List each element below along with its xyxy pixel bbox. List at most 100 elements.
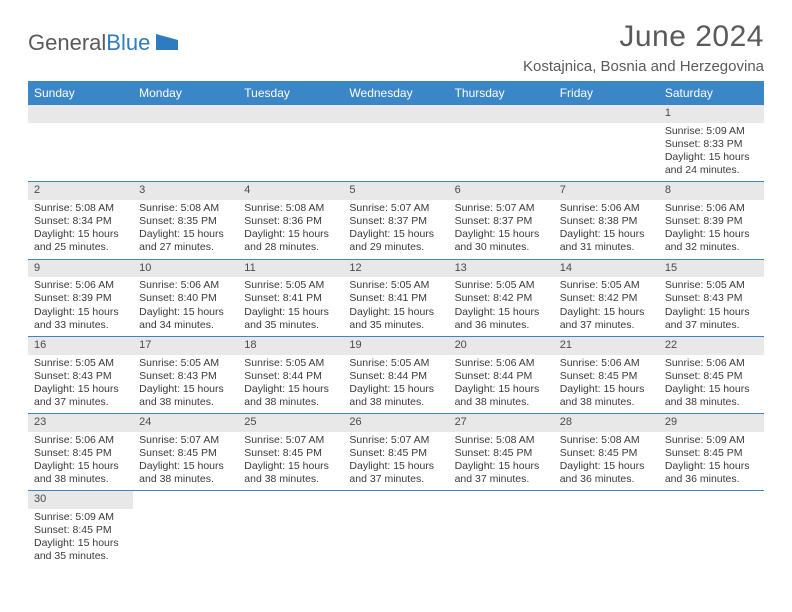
weekday-header: Sunday	[28, 81, 133, 105]
daylight-text: and 36 minutes.	[665, 473, 758, 486]
day-number: 27	[449, 414, 554, 432]
day-number: 28	[554, 414, 659, 432]
daylight-text: and 37 minutes.	[349, 473, 442, 486]
sunrise-text: Sunrise: 5:07 AM	[244, 434, 337, 447]
weekday-header: Thursday	[449, 81, 554, 105]
daylight-text: and 36 minutes.	[560, 473, 653, 486]
day-body: Sunrise: 5:06 AMSunset: 8:39 PMDaylight:…	[28, 277, 133, 336]
day-body: Sunrise: 5:05 AMSunset: 8:42 PMDaylight:…	[449, 277, 554, 336]
daylight-text: Daylight: 15 hours	[560, 460, 653, 473]
daylight-text: Daylight: 15 hours	[139, 306, 232, 319]
sunrise-text: Sunrise: 5:07 AM	[349, 202, 442, 215]
daylight-text: and 38 minutes.	[244, 396, 337, 409]
sunrise-text: Sunrise: 5:09 AM	[665, 434, 758, 447]
calendar-cell	[554, 105, 659, 182]
daylight-text: Daylight: 15 hours	[34, 306, 127, 319]
calendar-cell: 12Sunrise: 5:05 AMSunset: 8:41 PMDayligh…	[343, 259, 448, 336]
calendar-cell	[659, 491, 764, 568]
daylight-text: Daylight: 15 hours	[349, 228, 442, 241]
daylight-text: Daylight: 15 hours	[349, 460, 442, 473]
day-number: 15	[659, 260, 764, 278]
day-number: 24	[133, 414, 238, 432]
sunset-text: Sunset: 8:37 PM	[455, 215, 548, 228]
daylight-text: and 38 minutes.	[560, 396, 653, 409]
day-body: Sunrise: 5:08 AMSunset: 8:35 PMDaylight:…	[133, 200, 238, 259]
day-number: 23	[28, 414, 133, 432]
day-number: 4	[238, 182, 343, 200]
daylight-text: Daylight: 15 hours	[34, 228, 127, 241]
day-body: Sunrise: 5:07 AMSunset: 8:45 PMDaylight:…	[238, 432, 343, 491]
empty-day	[343, 105, 448, 123]
day-body: Sunrise: 5:09 AMSunset: 8:45 PMDaylight:…	[659, 432, 764, 491]
sunrise-text: Sunrise: 5:07 AM	[455, 202, 548, 215]
calendar-cell: 13Sunrise: 5:05 AMSunset: 8:42 PMDayligh…	[449, 259, 554, 336]
day-number: 17	[133, 337, 238, 355]
brand-part2: Blue	[106, 30, 150, 56]
day-number: 2	[28, 182, 133, 200]
sunrise-text: Sunrise: 5:09 AM	[34, 511, 127, 524]
sunrise-text: Sunrise: 5:05 AM	[139, 357, 232, 370]
calendar-cell	[449, 105, 554, 182]
sunrise-text: Sunrise: 5:08 AM	[244, 202, 337, 215]
calendar-cell: 10Sunrise: 5:06 AMSunset: 8:40 PMDayligh…	[133, 259, 238, 336]
calendar-cell: 4Sunrise: 5:08 AMSunset: 8:36 PMDaylight…	[238, 182, 343, 259]
sunrise-text: Sunrise: 5:07 AM	[139, 434, 232, 447]
daylight-text: Daylight: 15 hours	[665, 228, 758, 241]
daylight-text: and 33 minutes.	[34, 319, 127, 332]
day-body: Sunrise: 5:09 AMSunset: 8:45 PMDaylight:…	[28, 509, 133, 568]
weekday-header: Wednesday	[343, 81, 448, 105]
calendar-cell	[343, 105, 448, 182]
day-number: 16	[28, 337, 133, 355]
page-header: General Blue June 2024 Kostajnica, Bosni…	[28, 20, 764, 75]
daylight-text: Daylight: 15 hours	[244, 306, 337, 319]
daylight-text: and 31 minutes.	[560, 241, 653, 254]
sunset-text: Sunset: 8:45 PM	[34, 524, 127, 537]
calendar-cell	[133, 105, 238, 182]
daylight-text: and 35 minutes.	[244, 319, 337, 332]
weekday-header-row: Sunday Monday Tuesday Wednesday Thursday…	[28, 81, 764, 105]
sunset-text: Sunset: 8:44 PM	[455, 370, 548, 383]
empty-day	[554, 105, 659, 123]
sunset-text: Sunset: 8:44 PM	[349, 370, 442, 383]
sunset-text: Sunset: 8:43 PM	[34, 370, 127, 383]
day-body: Sunrise: 5:06 AMSunset: 8:38 PMDaylight:…	[554, 200, 659, 259]
day-number: 7	[554, 182, 659, 200]
sunset-text: Sunset: 8:40 PM	[139, 292, 232, 305]
daylight-text: and 38 minutes.	[139, 473, 232, 486]
sunset-text: Sunset: 8:44 PM	[244, 370, 337, 383]
daylight-text: and 29 minutes.	[349, 241, 442, 254]
daylight-text: and 27 minutes.	[139, 241, 232, 254]
daylight-text: and 25 minutes.	[34, 241, 127, 254]
daylight-text: Daylight: 15 hours	[34, 460, 127, 473]
day-body: Sunrise: 5:06 AMSunset: 8:44 PMDaylight:…	[449, 355, 554, 414]
daylight-text: and 28 minutes.	[244, 241, 337, 254]
weekday-header: Saturday	[659, 81, 764, 105]
sunset-text: Sunset: 8:41 PM	[349, 292, 442, 305]
day-number: 18	[238, 337, 343, 355]
day-number: 3	[133, 182, 238, 200]
day-number: 8	[659, 182, 764, 200]
calendar-cell: 22Sunrise: 5:06 AMSunset: 8:45 PMDayligh…	[659, 336, 764, 413]
day-body: Sunrise: 5:09 AMSunset: 8:33 PMDaylight:…	[659, 123, 764, 182]
daylight-text: Daylight: 15 hours	[560, 228, 653, 241]
calendar-cell: 29Sunrise: 5:09 AMSunset: 8:45 PMDayligh…	[659, 414, 764, 491]
daylight-text: Daylight: 15 hours	[34, 383, 127, 396]
brand-logo: General Blue	[28, 30, 178, 56]
sunset-text: Sunset: 8:42 PM	[560, 292, 653, 305]
sunrise-text: Sunrise: 5:08 AM	[34, 202, 127, 215]
day-number: 21	[554, 337, 659, 355]
daylight-text: and 35 minutes.	[34, 550, 127, 563]
day-number: 30	[28, 491, 133, 509]
calendar-cell: 7Sunrise: 5:06 AMSunset: 8:38 PMDaylight…	[554, 182, 659, 259]
daylight-text: and 38 minutes.	[34, 473, 127, 486]
calendar-cell: 27Sunrise: 5:08 AMSunset: 8:45 PMDayligh…	[449, 414, 554, 491]
daylight-text: and 37 minutes.	[665, 319, 758, 332]
sunset-text: Sunset: 8:45 PM	[665, 370, 758, 383]
sunset-text: Sunset: 8:43 PM	[139, 370, 232, 383]
day-body: Sunrise: 5:05 AMSunset: 8:41 PMDaylight:…	[238, 277, 343, 336]
daylight-text: Daylight: 15 hours	[244, 460, 337, 473]
sunrise-text: Sunrise: 5:05 AM	[244, 357, 337, 370]
daylight-text: Daylight: 15 hours	[139, 460, 232, 473]
location-label: Kostajnica, Bosnia and Herzegovina	[523, 58, 764, 75]
daylight-text: Daylight: 15 hours	[349, 306, 442, 319]
